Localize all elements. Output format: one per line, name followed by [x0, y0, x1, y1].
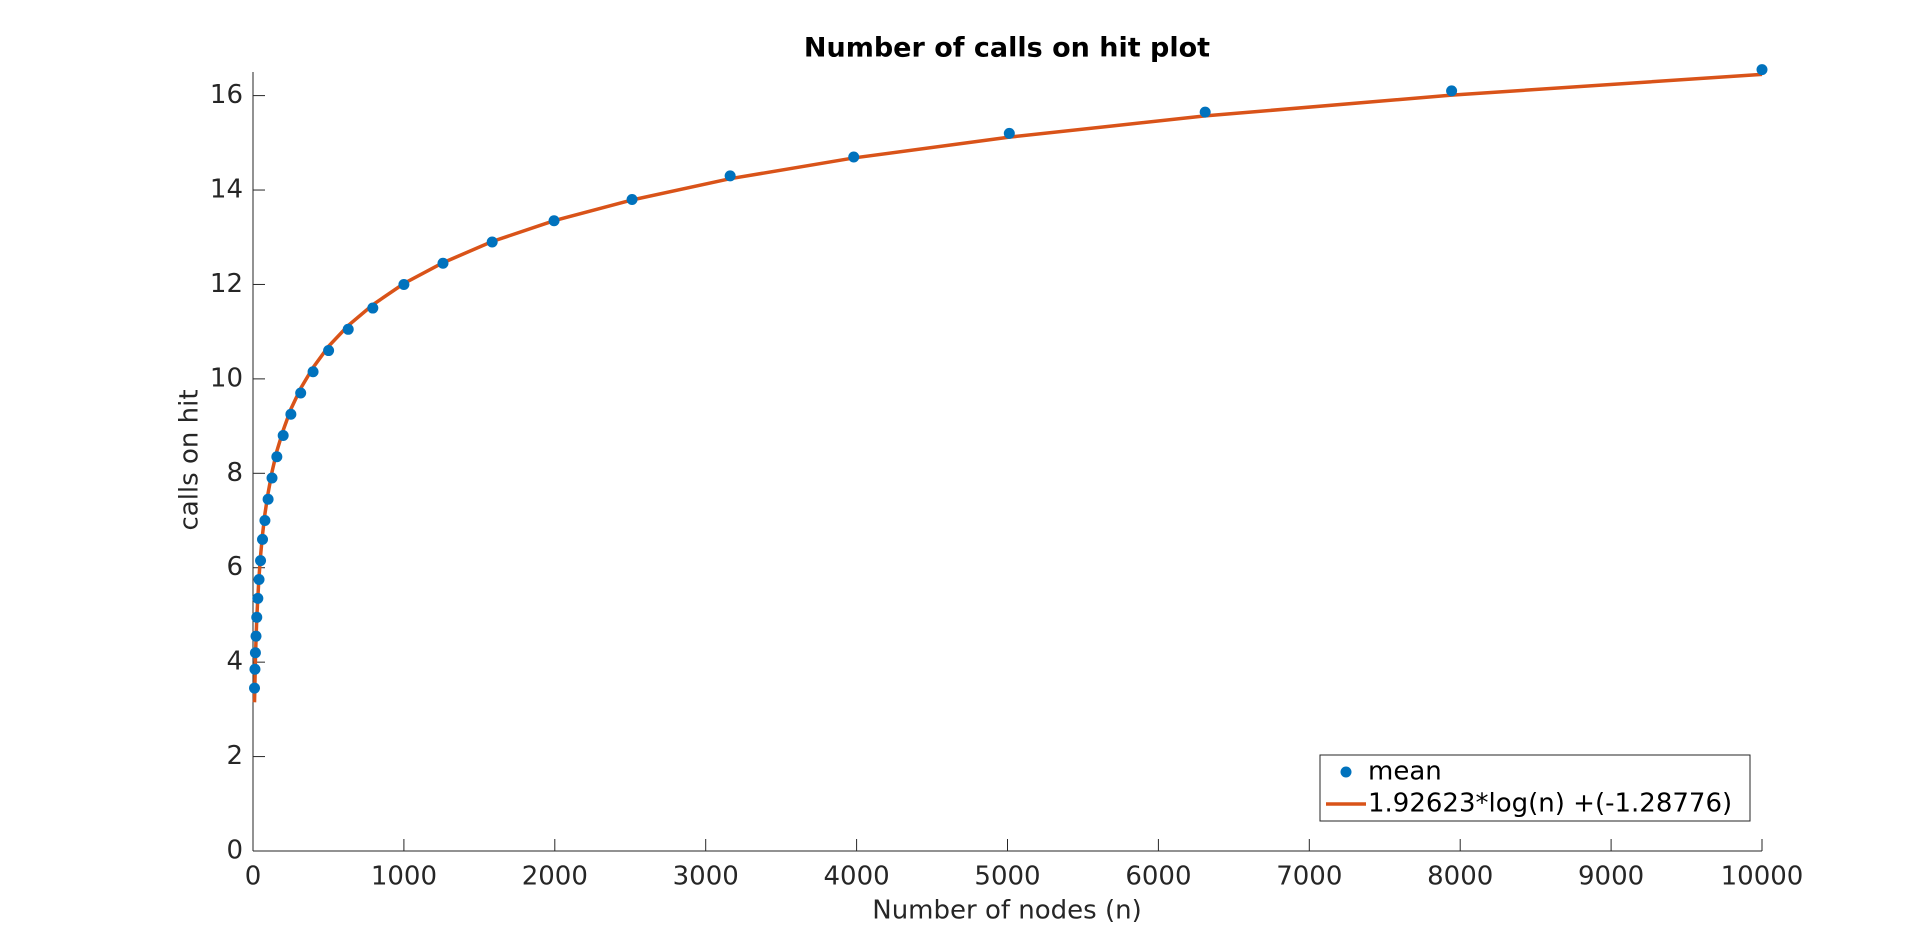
- y-tick-label: 14: [210, 175, 243, 205]
- point: [848, 151, 860, 163]
- legend-label: 1.92623*log(n) +(-1.28776): [1368, 789, 1732, 819]
- point: [1199, 106, 1211, 118]
- point: [252, 592, 264, 604]
- point: [295, 387, 307, 399]
- point: [398, 278, 410, 290]
- x-tick-label: 1000: [371, 862, 437, 892]
- point: [548, 215, 560, 227]
- x-tick-label: 7000: [1276, 862, 1342, 892]
- x-tick-label: 9000: [1578, 862, 1644, 892]
- x-tick-label: 0: [245, 862, 262, 892]
- y-axis-label: calls on hit: [175, 389, 205, 530]
- point: [626, 193, 638, 205]
- y-tick-label: 6: [226, 552, 243, 582]
- x-tick-label: 4000: [824, 862, 890, 892]
- point: [437, 257, 449, 269]
- point: [253, 574, 265, 586]
- y-tick-label: 16: [210, 80, 243, 110]
- y-tick-label: 0: [226, 836, 243, 866]
- point: [250, 630, 262, 642]
- y-tick-label: 2: [226, 741, 243, 771]
- y-tick-label: 8: [226, 458, 243, 488]
- point: [262, 493, 274, 505]
- point: [486, 236, 498, 248]
- point: [1756, 64, 1768, 76]
- legend-marker: [1340, 766, 1352, 778]
- chart-title: Number of calls on hit plot: [804, 33, 1210, 64]
- y-tick-label: 12: [210, 269, 243, 299]
- point: [249, 663, 261, 675]
- point: [249, 647, 261, 659]
- point: [1446, 85, 1458, 97]
- point: [266, 472, 278, 484]
- point: [277, 430, 289, 442]
- point: [323, 345, 335, 357]
- fit-line: [252, 72, 1763, 703]
- point: [255, 555, 267, 567]
- point: [342, 323, 354, 335]
- x-tick-label: 6000: [1125, 862, 1191, 892]
- point: [285, 408, 297, 420]
- y-tick-label: 10: [210, 363, 243, 393]
- point: [257, 533, 269, 545]
- point: [307, 366, 319, 378]
- point: [1003, 127, 1015, 139]
- point: [259, 515, 271, 527]
- point: [271, 451, 283, 463]
- x-tick-label: 3000: [673, 862, 739, 892]
- legend-box: [1319, 754, 1751, 822]
- point: [251, 611, 263, 623]
- x-tick-label: 5000: [974, 862, 1040, 892]
- point: [367, 302, 379, 314]
- point: [249, 682, 261, 694]
- y-tick-label: 4: [226, 647, 243, 677]
- legend-label: mean: [1368, 757, 1442, 787]
- x-axis-label: Number of nodes (n): [872, 896, 1142, 926]
- x-tick-label: 10000: [1721, 862, 1804, 892]
- x-tick-label: 2000: [522, 862, 588, 892]
- x-tick-label: 8000: [1427, 862, 1493, 892]
- point: [724, 170, 736, 182]
